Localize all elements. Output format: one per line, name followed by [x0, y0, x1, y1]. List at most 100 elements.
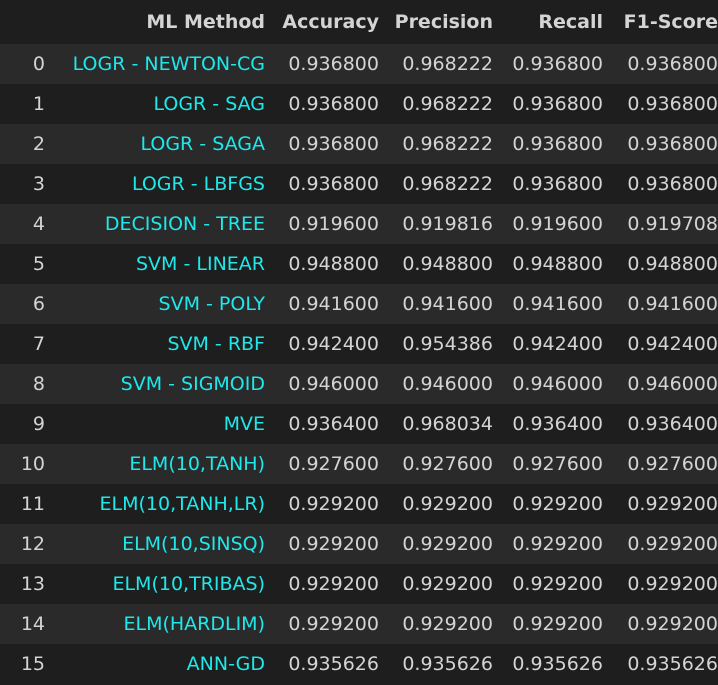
precision-cell: 0.935626: [402, 653, 493, 675]
recall-cell: 0.929200: [512, 533, 603, 555]
row-index: 14: [20, 613, 45, 635]
f1-score-cell: 0.929200: [627, 493, 718, 515]
recall-cell: 0.936800: [512, 93, 603, 115]
precision-cell: 0.946000: [402, 373, 493, 395]
table-row: 6 SVM - POLY 0.941600 0.941600 0.941600 0.941…: [0, 284, 718, 324]
ml-method-cell: SVM - LINEAR: [136, 253, 265, 275]
f1-score-cell: 0.948800: [627, 253, 718, 275]
f1-score-cell: 0.929200: [627, 533, 718, 555]
f1-score-cell: 0.936400: [627, 413, 718, 435]
ml-method-cell: ELM(10,SINSQ): [122, 533, 265, 555]
f1-score-cell: 0.942400: [627, 333, 718, 355]
f1-score-cell: 0.929200: [627, 573, 718, 595]
recall-cell: 0.936800: [512, 133, 603, 155]
ml-method-cell: LOGR - LBFGS: [131, 173, 265, 195]
table-body: 0 LOGR - NEWTON-CG 0.936800 0.968222 0.93680…: [0, 44, 718, 684]
row-index: 11: [20, 493, 45, 515]
recall-cell: 0.919600: [512, 213, 603, 235]
table-row: 1 LOGR - SAG 0.936800 0.968222 0.936800 0.936…: [0, 84, 718, 124]
accuracy-cell: 0.936800: [288, 173, 379, 195]
accuracy-cell: 0.927600: [288, 453, 379, 475]
ml-method-cell: ELM(10,TANH): [129, 453, 265, 475]
f1-score-cell: 0.919708: [627, 213, 718, 235]
precision-cell: 0.929200: [402, 613, 493, 635]
recall-cell: 0.929200: [512, 573, 603, 595]
header-index: [0, 0, 45, 44]
ml-method-cell: MVE: [223, 413, 265, 435]
table-row: 15 ANN-GD 0.935626 0.935626 0.935626 0.935626: [0, 644, 718, 684]
table-row: 12 ELM(10,SINSQ) 0.929200 0.929200 0.929200 0…: [0, 524, 718, 564]
table-row: 2 LOGR - SAGA 0.936800 0.968222 0.936800 0.93…: [0, 124, 718, 164]
table-row: 8 SVM - SIGMOID 0.946000 0.946000 0.946000 0.…: [0, 364, 718, 404]
table-row: 5 SVM - LINEAR 0.948800 0.948800 0.948800 0.9…: [0, 244, 718, 284]
accuracy-cell: 0.941600: [288, 293, 379, 315]
header-row: ML Method Accuracy Precision Recall F1-S…: [0, 0, 718, 44]
precision-cell: 0.968222: [402, 53, 493, 75]
ml-method-cell: ELM(10,TANH,LR): [99, 493, 265, 515]
precision-cell: 0.929200: [402, 533, 493, 555]
precision-cell: 0.954386: [402, 333, 493, 355]
precision-cell: 0.968222: [402, 93, 493, 115]
row-index: 6: [32, 293, 45, 315]
accuracy-cell: 0.935626: [288, 653, 379, 675]
row-index: 7: [32, 333, 45, 355]
row-index: 12: [20, 533, 45, 555]
f1-score-cell: 0.941600: [627, 293, 718, 315]
row-index: 9: [32, 413, 45, 435]
precision-cell: 0.927600: [402, 453, 493, 475]
accuracy-cell: 0.946000: [288, 373, 379, 395]
accuracy-cell: 0.919600: [288, 213, 379, 235]
recall-cell: 0.946000: [512, 373, 603, 395]
recall-cell: 0.936800: [512, 53, 603, 75]
accuracy-cell: 0.948800: [288, 253, 379, 275]
row-index: 4: [32, 213, 45, 235]
row-index: 10: [20, 453, 45, 475]
header-accuracy: Accuracy: [282, 11, 379, 33]
recall-cell: 0.927600: [512, 453, 603, 475]
f1-score-cell: 0.936800: [627, 93, 718, 115]
ml-method-cell: LOGR - SAGA: [140, 133, 265, 155]
f1-score-cell: 0.929200: [627, 613, 718, 635]
ml-method-cell: LOGR - SAG: [153, 93, 265, 115]
precision-cell: 0.929200: [402, 493, 493, 515]
recall-cell: 0.936400: [512, 413, 603, 435]
precision-cell: 0.968034: [402, 413, 493, 435]
recall-cell: 0.948800: [512, 253, 603, 275]
table-row: 10 ELM(10,TANH) 0.927600 0.927600 0.927600 0.…: [0, 444, 718, 484]
accuracy-cell: 0.929200: [288, 613, 379, 635]
row-index: 5: [32, 253, 45, 275]
precision-cell: 0.968222: [402, 133, 493, 155]
f1-score-cell: 0.936800: [627, 173, 718, 195]
ml-method-cell: ELM(HARDLIM): [123, 613, 265, 635]
precision-cell: 0.968222: [402, 173, 493, 195]
f1-score-cell: 0.927600: [627, 453, 718, 475]
table-row: 14 ELM(HARDLIM) 0.929200 0.929200 0.929200 0.…: [0, 604, 718, 644]
table-row: 11 ELM(10,TANH,LR) 0.929200 0.929200 0.92920…: [0, 484, 718, 524]
table-row: 0 LOGR - NEWTON-CG 0.936800 0.968222 0.93680…: [0, 44, 718, 84]
ml-method-cell: LOGR - NEWTON-CG: [72, 53, 265, 75]
table-row: 4 DECISION - TREE 0.919600 0.919816 0.919600…: [0, 204, 718, 244]
precision-cell: 0.919816: [402, 213, 493, 235]
ml-method-cell: DECISION - TREE: [104, 213, 265, 235]
precision-cell: 0.948800: [402, 253, 493, 275]
ml-method-cell: ELM(10,TRIBAS): [112, 573, 265, 595]
row-index: 15: [20, 653, 45, 675]
ml-method-cell: ANN-GD: [186, 653, 265, 675]
f1-score-cell: 0.936800: [627, 53, 718, 75]
recall-cell: 0.936800: [512, 173, 603, 195]
recall-cell: 0.941600: [512, 293, 603, 315]
accuracy-cell: 0.936800: [288, 133, 379, 155]
f1-score-cell: 0.946000: [627, 373, 718, 395]
accuracy-cell: 0.929200: [288, 533, 379, 555]
row-index: 8: [32, 373, 45, 395]
f1-score-cell: 0.936800: [627, 133, 718, 155]
row-index: 1: [32, 93, 45, 115]
table-row: 9 MVE 0.936400 0.968034 0.936400 0.936400: [0, 404, 718, 444]
accuracy-cell: 0.936400: [288, 413, 379, 435]
table-row: 7 SVM - RBF 0.942400 0.954386 0.942400 0.9424…: [0, 324, 718, 364]
recall-cell: 0.929200: [512, 613, 603, 635]
accuracy-cell: 0.936800: [288, 93, 379, 115]
recall-cell: 0.929200: [512, 493, 603, 515]
ml-method-cell: SVM - SIGMOID: [120, 373, 265, 395]
